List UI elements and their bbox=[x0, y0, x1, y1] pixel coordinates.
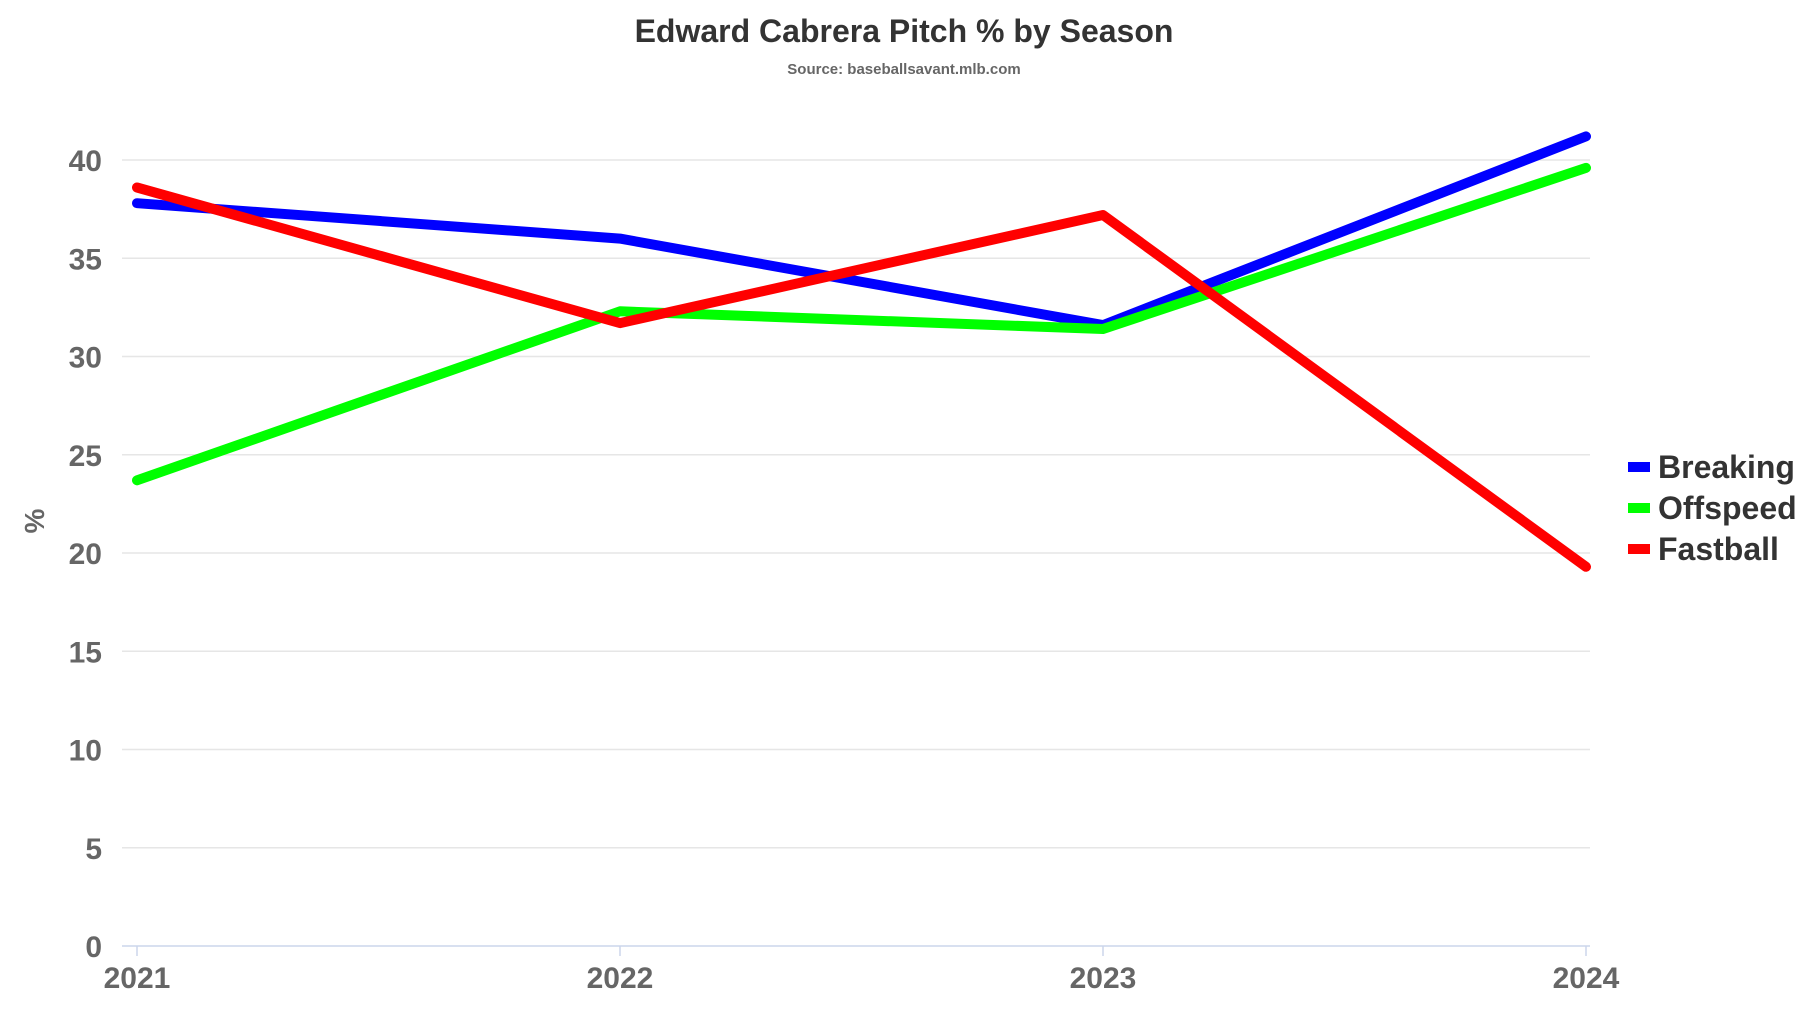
series-line-breaking bbox=[132, 131, 1591, 331]
y-tick-label: 25 bbox=[69, 440, 102, 473]
x-tick-label: 2024 bbox=[1553, 962, 1620, 995]
y-tick-label: 20 bbox=[69, 538, 102, 571]
y-tick-label: 40 bbox=[69, 145, 102, 178]
y-axis-title: % bbox=[19, 508, 50, 533]
series-line-offspeed bbox=[132, 162, 1591, 486]
chart-subtitle: Source: baseballsavant.mlb.com bbox=[787, 61, 1020, 78]
y-tick-label: 35 bbox=[69, 243, 102, 276]
legend: Breaking Offspeed Fastball bbox=[1628, 449, 1797, 567]
y-tick-label: 15 bbox=[69, 636, 102, 669]
x-tick-label: 2021 bbox=[104, 962, 171, 995]
series-lines bbox=[132, 131, 1591, 572]
legend-item-breaking[interactable]: Breaking bbox=[1658, 449, 1795, 485]
y-tick-label: 30 bbox=[69, 342, 102, 375]
y-tick-label: 10 bbox=[69, 735, 102, 768]
legend-item-offspeed[interactable]: Offspeed bbox=[1658, 490, 1797, 526]
y-tick-label: 0 bbox=[85, 931, 102, 964]
series-line-fastball bbox=[132, 182, 1591, 572]
x-tick-label: 2023 bbox=[1070, 962, 1137, 995]
axes: 0 5 10 15 20 25 30 35 40 2021 2022 2023 2024 bbox=[69, 145, 1620, 995]
x-tick-label: 2022 bbox=[587, 962, 654, 995]
y-tick-label: 5 bbox=[85, 833, 102, 866]
legend-item-fastball[interactable]: Fastball bbox=[1658, 531, 1779, 567]
chart-title: Edward Cabrera Pitch % by Season bbox=[635, 13, 1174, 49]
gridlines bbox=[122, 159, 1590, 849]
